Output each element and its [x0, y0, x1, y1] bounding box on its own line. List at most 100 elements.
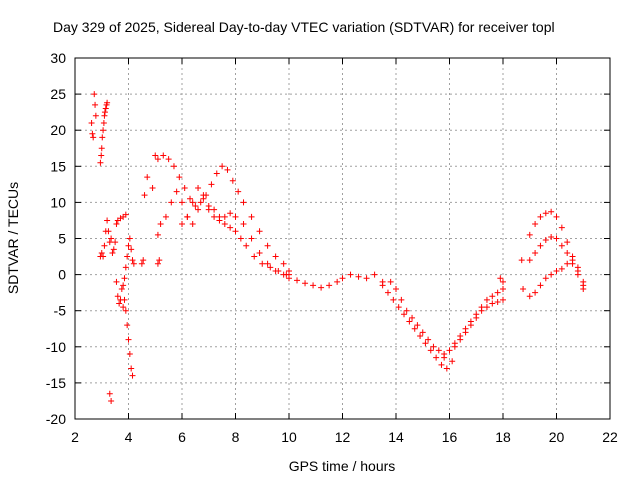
- data-point: [106, 239, 113, 246]
- x-tick-label: 22: [602, 429, 618, 445]
- data-point: [334, 278, 341, 285]
- data-point: [157, 221, 164, 228]
- data-point: [168, 199, 175, 206]
- data-point: [520, 286, 527, 293]
- data-point: [227, 210, 234, 217]
- data-point: [112, 239, 119, 246]
- x-tick-label: 8: [232, 429, 240, 445]
- data-point: [211, 213, 218, 220]
- series-mid-arc-1: [141, 152, 292, 274]
- x-axis-title: GPS time / hours: [289, 458, 396, 474]
- data-point: [256, 249, 263, 256]
- data-point: [101, 112, 108, 119]
- data-point: [195, 184, 202, 191]
- data-point: [104, 217, 111, 224]
- y-tick-label: -20: [46, 411, 66, 427]
- data-point: [98, 145, 105, 152]
- data-point: [406, 318, 413, 325]
- data-point: [580, 278, 587, 285]
- data-point: [264, 260, 271, 267]
- data-point: [542, 275, 549, 282]
- data-point: [411, 325, 418, 332]
- data-point: [232, 228, 239, 235]
- data-point: [395, 304, 402, 311]
- data-point: [232, 213, 239, 220]
- data-point: [564, 249, 571, 256]
- series-descent-b: [387, 278, 448, 358]
- data-point: [326, 282, 333, 289]
- x-tick-label: 4: [125, 429, 133, 445]
- data-point: [318, 284, 325, 291]
- data-point: [275, 267, 282, 274]
- data-point: [564, 239, 571, 246]
- data-point: [101, 242, 108, 249]
- data-point: [170, 163, 177, 170]
- data-point: [430, 343, 437, 350]
- data-point: [121, 275, 128, 282]
- data-point: [427, 347, 434, 354]
- data-point: [113, 221, 120, 228]
- data-point: [403, 307, 410, 314]
- data-point: [398, 296, 405, 303]
- data-point: [441, 354, 448, 361]
- series-isolated: [106, 257, 163, 404]
- data-point: [542, 210, 549, 217]
- data-point: [240, 199, 247, 206]
- data-point: [240, 221, 247, 228]
- data-point: [92, 112, 99, 119]
- data-point: [221, 213, 228, 220]
- data-point: [443, 365, 450, 372]
- data-point: [500, 296, 506, 303]
- data-point: [128, 365, 135, 372]
- data-point: [195, 206, 202, 213]
- data-points: [88, 91, 587, 404]
- y-tick-label: 15: [50, 158, 66, 174]
- data-point: [489, 293, 496, 300]
- data-point: [425, 336, 432, 343]
- data-point: [120, 304, 127, 311]
- series-ascent-b: [451, 296, 506, 350]
- data-point: [154, 231, 161, 238]
- series-early-spike-a: [88, 91, 99, 141]
- data-point: [227, 224, 234, 231]
- data-point: [90, 134, 97, 141]
- data-point: [419, 329, 426, 336]
- data-point: [97, 159, 104, 166]
- data-point: [553, 267, 560, 274]
- data-point: [355, 273, 362, 280]
- data-point: [256, 228, 263, 235]
- data-point: [120, 282, 127, 289]
- data-point: [310, 282, 317, 289]
- data-point: [187, 195, 194, 202]
- data-point: [138, 260, 145, 267]
- x-tick-label: 14: [388, 429, 404, 445]
- data-point: [122, 211, 129, 218]
- y-tick-label: -15: [46, 375, 66, 391]
- data-point: [462, 329, 469, 336]
- data-point: [393, 286, 399, 293]
- y-tick-label: 10: [50, 194, 66, 210]
- series-early-cluster: [97, 211, 129, 260]
- data-point: [189, 221, 196, 228]
- x-tick-label: 2: [71, 429, 79, 445]
- x-axis-ticks: 2 4 6 8 10 12 14 16 18 20 22: [71, 58, 618, 445]
- data-point: [116, 300, 123, 307]
- data-point: [438, 361, 445, 368]
- data-point: [118, 286, 125, 293]
- data-point: [122, 264, 129, 271]
- data-point: [129, 372, 136, 379]
- data-point: [149, 184, 156, 191]
- data-point: [154, 260, 161, 267]
- series-early-dip: [113, 278, 136, 379]
- data-point: [108, 397, 115, 404]
- data-point: [219, 163, 226, 170]
- data-point: [176, 174, 183, 181]
- data-point: [542, 236, 549, 243]
- data-point: [160, 152, 167, 159]
- data-point: [259, 260, 266, 267]
- x-tick-label: 10: [281, 429, 297, 445]
- data-point: [122, 307, 129, 314]
- series-early-spike-b: [97, 99, 111, 166]
- data-point: [88, 119, 95, 126]
- data-point: [104, 99, 111, 106]
